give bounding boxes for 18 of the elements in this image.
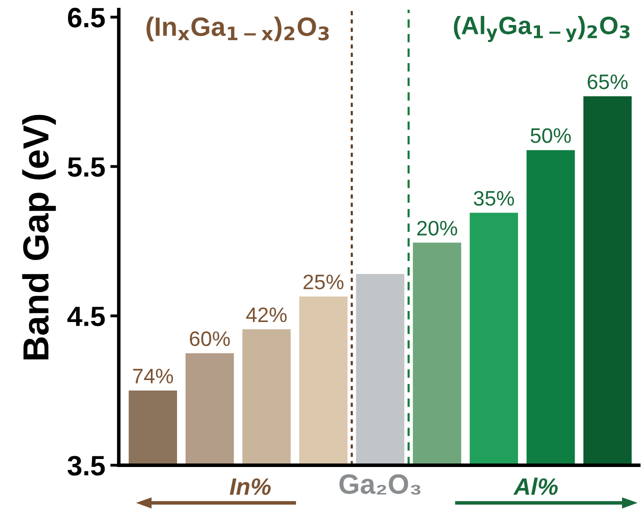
annotation: 50% [530, 128, 571, 143]
text: In% [230, 478, 271, 495]
y-axis-title: Band Gap (eV) [22, 114, 56, 360]
y-tick-label: 5.5 [68, 157, 105, 177]
text: Al% [513, 478, 558, 495]
annotation: 35% [474, 190, 514, 206]
x-tick-label: Ga₂O₃ [339, 474, 420, 495]
y-tick-label: 4.5 [67, 306, 105, 326]
annotation: 20% [417, 220, 458, 236]
annotation: (Al$_{y}$Ga$_{1−y}$)$_{2}$O$_{3}$ [454, 16, 630, 42]
annotation: (In$_{x}$Ga$_{1−x}$)$_{2}$O$_{3}$ [146, 16, 329, 42]
annotation: 65% [588, 74, 628, 90]
annotation: 42% [246, 307, 287, 322]
annotation: 60% [190, 331, 230, 346]
y-tick-label: 3.5 [68, 456, 105, 476]
y-tick-label: 6.5 [68, 8, 105, 28]
annotation: 74% [133, 368, 173, 384]
annotation: 25% [304, 274, 344, 290]
